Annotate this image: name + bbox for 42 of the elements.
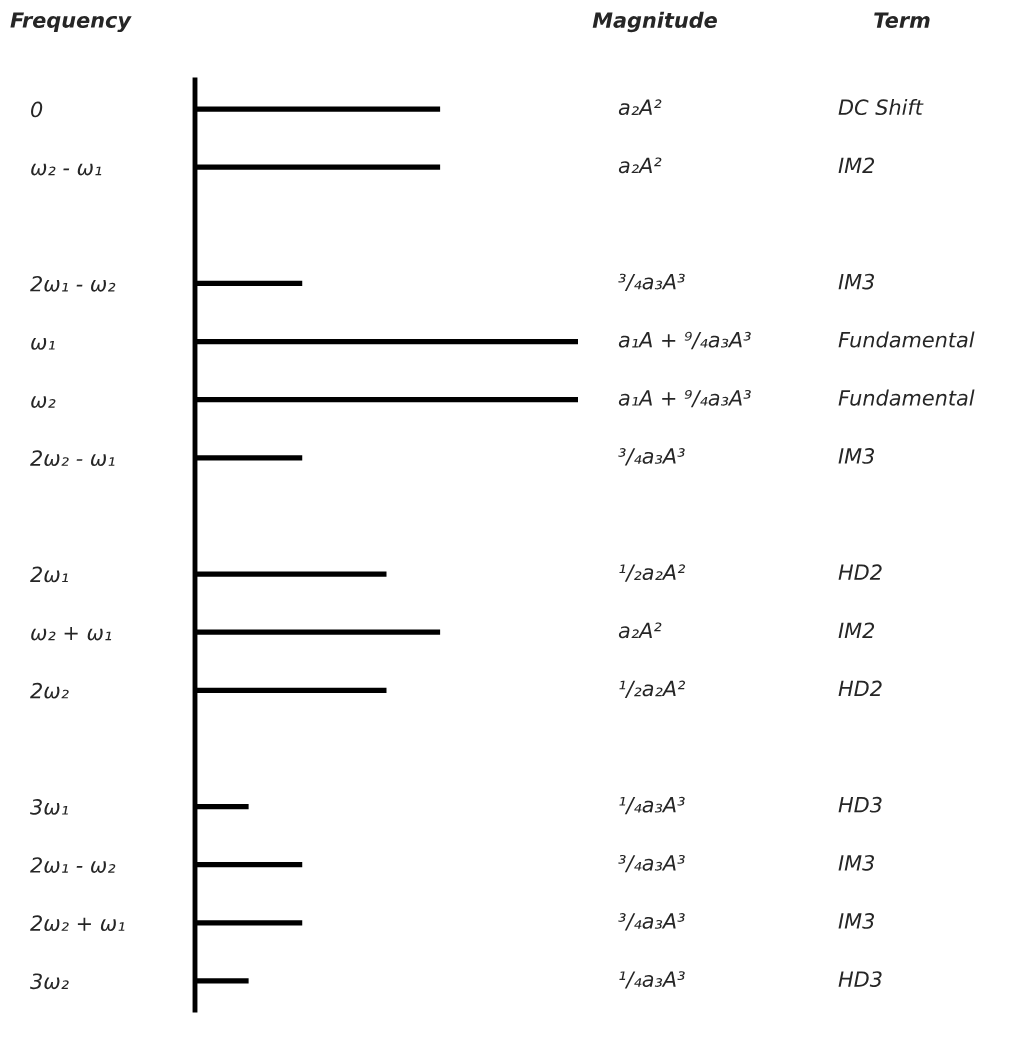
text: ¹/₂a₂A²: [619, 564, 686, 582]
text: ¹/₄a₃A³: [619, 971, 685, 989]
y-tick-label: ω₁: [31, 338, 55, 350]
text: a₁A + ⁹/₄a₃A³: [618, 389, 751, 408]
y-tick-label: 3ω₁: [30, 799, 68, 815]
y-tick-label: 2ω₁ - ω₂: [30, 857, 116, 873]
text: IM3: [838, 448, 875, 464]
y-tick-label: 2ω₁: [30, 566, 68, 583]
y-tick-label: ω₂ + ω₁: [31, 627, 112, 641]
y-tick-label: 2ω₁ - ω₂: [30, 275, 116, 292]
text: ¹/₄a₃A³: [619, 796, 685, 815]
x-axis-title: Magnitude: [592, 11, 717, 33]
text: a₂A²: [618, 157, 662, 174]
text: a₂A²: [618, 622, 662, 639]
y-tick-label: ω₂: [31, 396, 56, 408]
y-tick-label: 2ω₂: [30, 682, 69, 699]
y-tick-label: 2ω₂ + ω₁: [30, 915, 125, 932]
text: ³/₄a₃A³: [618, 854, 685, 873]
text: ³/₄a₃A³: [618, 448, 685, 466]
text: a₁A + ⁹/₄a₃A³: [618, 331, 751, 350]
text: a₂A²: [618, 99, 662, 116]
text: HD2: [838, 564, 882, 580]
text: ³/₄a₃A³: [618, 913, 685, 931]
y-tick-label: 2ω₂ - ω₁: [30, 450, 115, 467]
text: ¹/₂a₂A²: [619, 680, 686, 698]
text: Fundamental: [838, 389, 975, 406]
text: DC Shift: [838, 98, 924, 116]
text: HD2: [838, 680, 882, 697]
y-tick-label: ω₂ - ω₁: [31, 163, 102, 176]
text: ³/₄a₃A³: [618, 273, 685, 292]
text: HD3: [838, 971, 882, 987]
text: HD3: [838, 796, 882, 813]
text: Term: [874, 12, 930, 29]
text: IM3: [838, 913, 875, 929]
text: IM3: [838, 273, 875, 290]
text: IM2: [838, 622, 875, 638]
text: Fundamental: [838, 331, 975, 348]
y-tick-label: 3ω₂: [30, 973, 69, 990]
text: IM3: [838, 854, 875, 871]
y-axis-title: Frequency: [10, 12, 132, 33]
y-tick-label: 0: [31, 101, 43, 118]
text: IM2: [838, 157, 875, 173]
